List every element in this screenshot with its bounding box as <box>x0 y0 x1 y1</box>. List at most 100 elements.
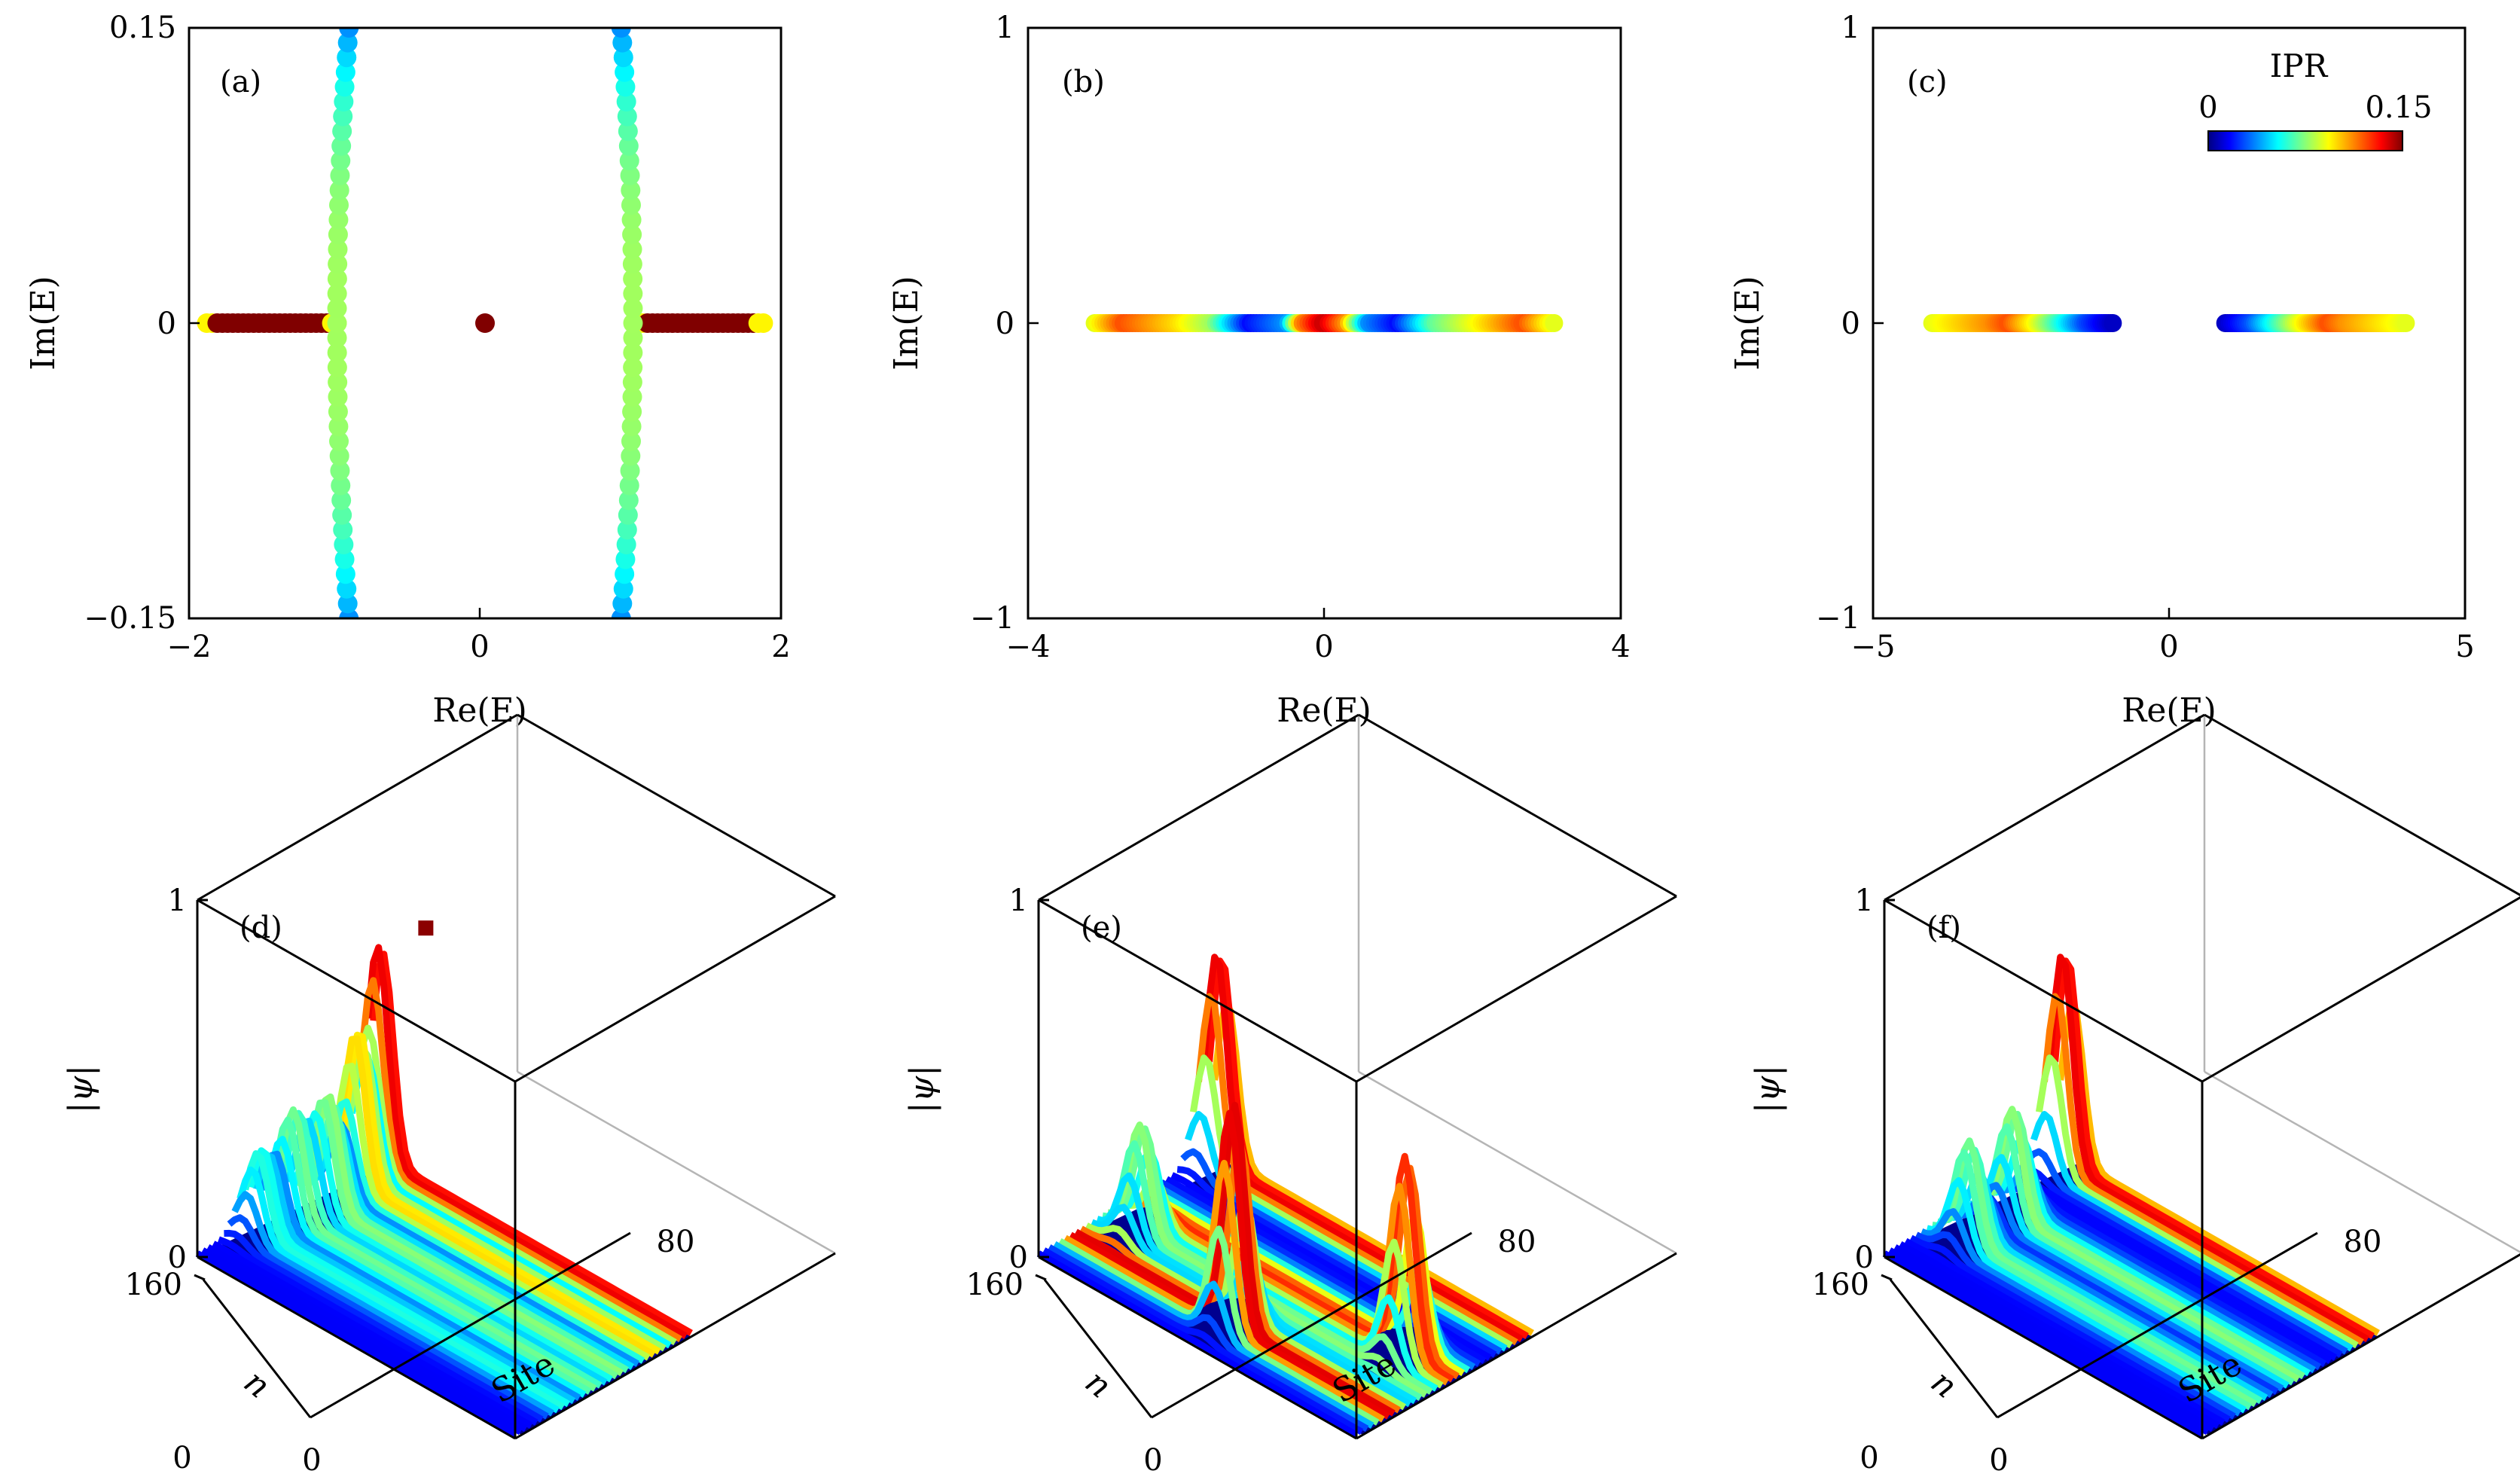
f-surface-ribbon <box>2046 954 2369 1343</box>
colorbar-gradient <box>2207 130 2403 151</box>
panel-a: 0.15 0 −0.15 −2 0 2 Re(E) Im(E) (a) <box>24 11 791 730</box>
d-ntick-160: 160 <box>125 1268 182 1302</box>
d-zlabel: |ψ| <box>62 1065 100 1113</box>
a-arc-point <box>333 520 353 540</box>
e-surface-ribbon <box>1138 1164 1460 1380</box>
a-arc-point <box>622 240 642 259</box>
f-bottom-front-edge <box>1884 1256 2203 1440</box>
b-xtick-right: 4 <box>1611 630 1630 664</box>
f-ztick-1: 1 <box>1855 883 1874 918</box>
a-arc-point <box>621 195 641 215</box>
d-surface-ribbon <box>273 1106 597 1392</box>
d-site-axis-line <box>310 1231 631 1419</box>
a-arc-point <box>331 136 352 156</box>
e-sitetick-80: 80 <box>1498 1225 1536 1259</box>
c-spectrum-point <box>2104 314 2122 332</box>
d-panel-label: (d) <box>239 911 282 945</box>
d-surface-ribbon <box>301 1093 624 1377</box>
a-xtick-mid: 0 <box>470 630 489 664</box>
f-ntick-0: 0 <box>1859 1441 1878 1475</box>
b-ytick-mid: 0 <box>996 307 1014 341</box>
e-surface-ribbon <box>1206 957 1529 1339</box>
c-xtick-left: −5 <box>1851 630 1896 664</box>
b-xtick-mid: 0 <box>1314 630 1333 664</box>
e-surface-ribbon <box>1180 1148 1503 1355</box>
a-ytick-top: 0.15 <box>109 11 176 45</box>
a-arc-point <box>332 121 352 142</box>
f-surface-ribbon <box>1952 1189 2274 1398</box>
a-arc-point <box>327 357 347 377</box>
d-back-floor-edge <box>517 1070 836 1255</box>
c-xtick-right: 5 <box>2455 630 2474 664</box>
f-surface-ribbon <box>2035 1054 2359 1349</box>
a-arc-point <box>328 254 348 274</box>
a-arc-point <box>612 32 633 53</box>
d-surface-ribbon <box>268 1116 592 1395</box>
f-top-front-edge <box>1884 899 2203 1083</box>
a-arc-point <box>616 92 636 111</box>
colorbar-max-label: 0.15 <box>2365 90 2432 125</box>
c-panel-label: (c) <box>1907 65 1948 99</box>
panel-c: 1 0 −1 −5 0 5 Re(E) Im(E) (c) IPR 0 0.15 <box>1728 11 2475 730</box>
f-surface-ribbon <box>1909 1234 2231 1423</box>
colorbar-min-label: 0 <box>2198 90 2217 125</box>
f-surface-ribbon <box>2052 957 2375 1339</box>
a-arc-point <box>622 224 642 245</box>
e-back-floor-edge <box>1358 1070 1677 1255</box>
a-arc-point <box>337 32 358 53</box>
d-surface-ribbon <box>258 1150 581 1401</box>
a-arc-point <box>331 475 351 496</box>
d-surface-ribbon <box>343 1045 667 1352</box>
d-top-left-edge <box>197 713 518 902</box>
e-surface-ribbon <box>1211 1000 1534 1336</box>
e-bottom-right-edge <box>1356 1252 1677 1440</box>
a-arc-point <box>330 461 350 481</box>
a-arc-point <box>335 62 355 82</box>
d-surface-ribbon <box>307 1104 629 1374</box>
e-surface-ribbon <box>1042 1247 1364 1436</box>
ipr-colorbar: IPR 0 0.15 <box>2198 47 2433 151</box>
a-arc-point <box>618 505 638 525</box>
f-surface-ribbon <box>1920 1208 2241 1417</box>
panel-b: 1 0 −1 −4 0 4 Re(E) Im(E) (b) <box>887 11 1631 730</box>
a-arc-point <box>611 28 631 38</box>
e-bottom-front-edge <box>1038 1256 1357 1440</box>
b-ytick-bottom: −1 <box>970 601 1014 636</box>
f-sitetick-80: 80 <box>2344 1225 2382 1259</box>
d-surface-ribbon <box>365 944 688 1339</box>
d-surface-ribbon <box>227 1214 549 1420</box>
d-surface-ribbon <box>327 1062 651 1361</box>
a-arc-point <box>330 166 350 185</box>
f-surface-ribbon <box>2016 1172 2338 1361</box>
d-surface-ribbon <box>295 1099 618 1380</box>
f-surface-ribbon <box>1980 1106 2300 1383</box>
e-surface-ribbon <box>1118 1147 1438 1392</box>
a-arc-point <box>623 343 643 363</box>
f-n-axis-line <box>1889 1279 1999 1418</box>
a-arc-point <box>621 431 641 451</box>
a-arc-point <box>623 298 643 319</box>
b-xlabel: Re(E) <box>1277 691 1371 730</box>
e-surface-ribbon <box>1074 1101 1396 1417</box>
panel-a-tickmarks <box>188 26 783 620</box>
panel-a-points <box>197 28 773 618</box>
d-surface-ribbon <box>322 1098 645 1364</box>
a-xlabel: Re(E) <box>432 691 527 730</box>
c-ytick-mid: 0 <box>1841 307 1860 341</box>
f-top-right-edge <box>2201 896 2520 1083</box>
a-arc-point <box>328 417 349 437</box>
a-arc-point <box>329 446 349 466</box>
panel-b-tickmarks <box>1027 26 1622 620</box>
f-surface-ribbon <box>1882 1250 2204 1439</box>
a-arc-point <box>613 47 633 68</box>
d-surface-ribbon <box>236 1166 560 1414</box>
e-surface-ribbon <box>1127 1182 1449 1386</box>
e-surface-ribbon <box>1063 1159 1385 1423</box>
f-surface-ribbon <box>1995 1161 2316 1374</box>
f-surface-ribbon <box>2026 1148 2348 1355</box>
a-arc-point <box>621 446 641 466</box>
f-surface-ribbon <box>2022 1166 2343 1358</box>
f-ntick-160-mark <box>1881 1274 1893 1281</box>
